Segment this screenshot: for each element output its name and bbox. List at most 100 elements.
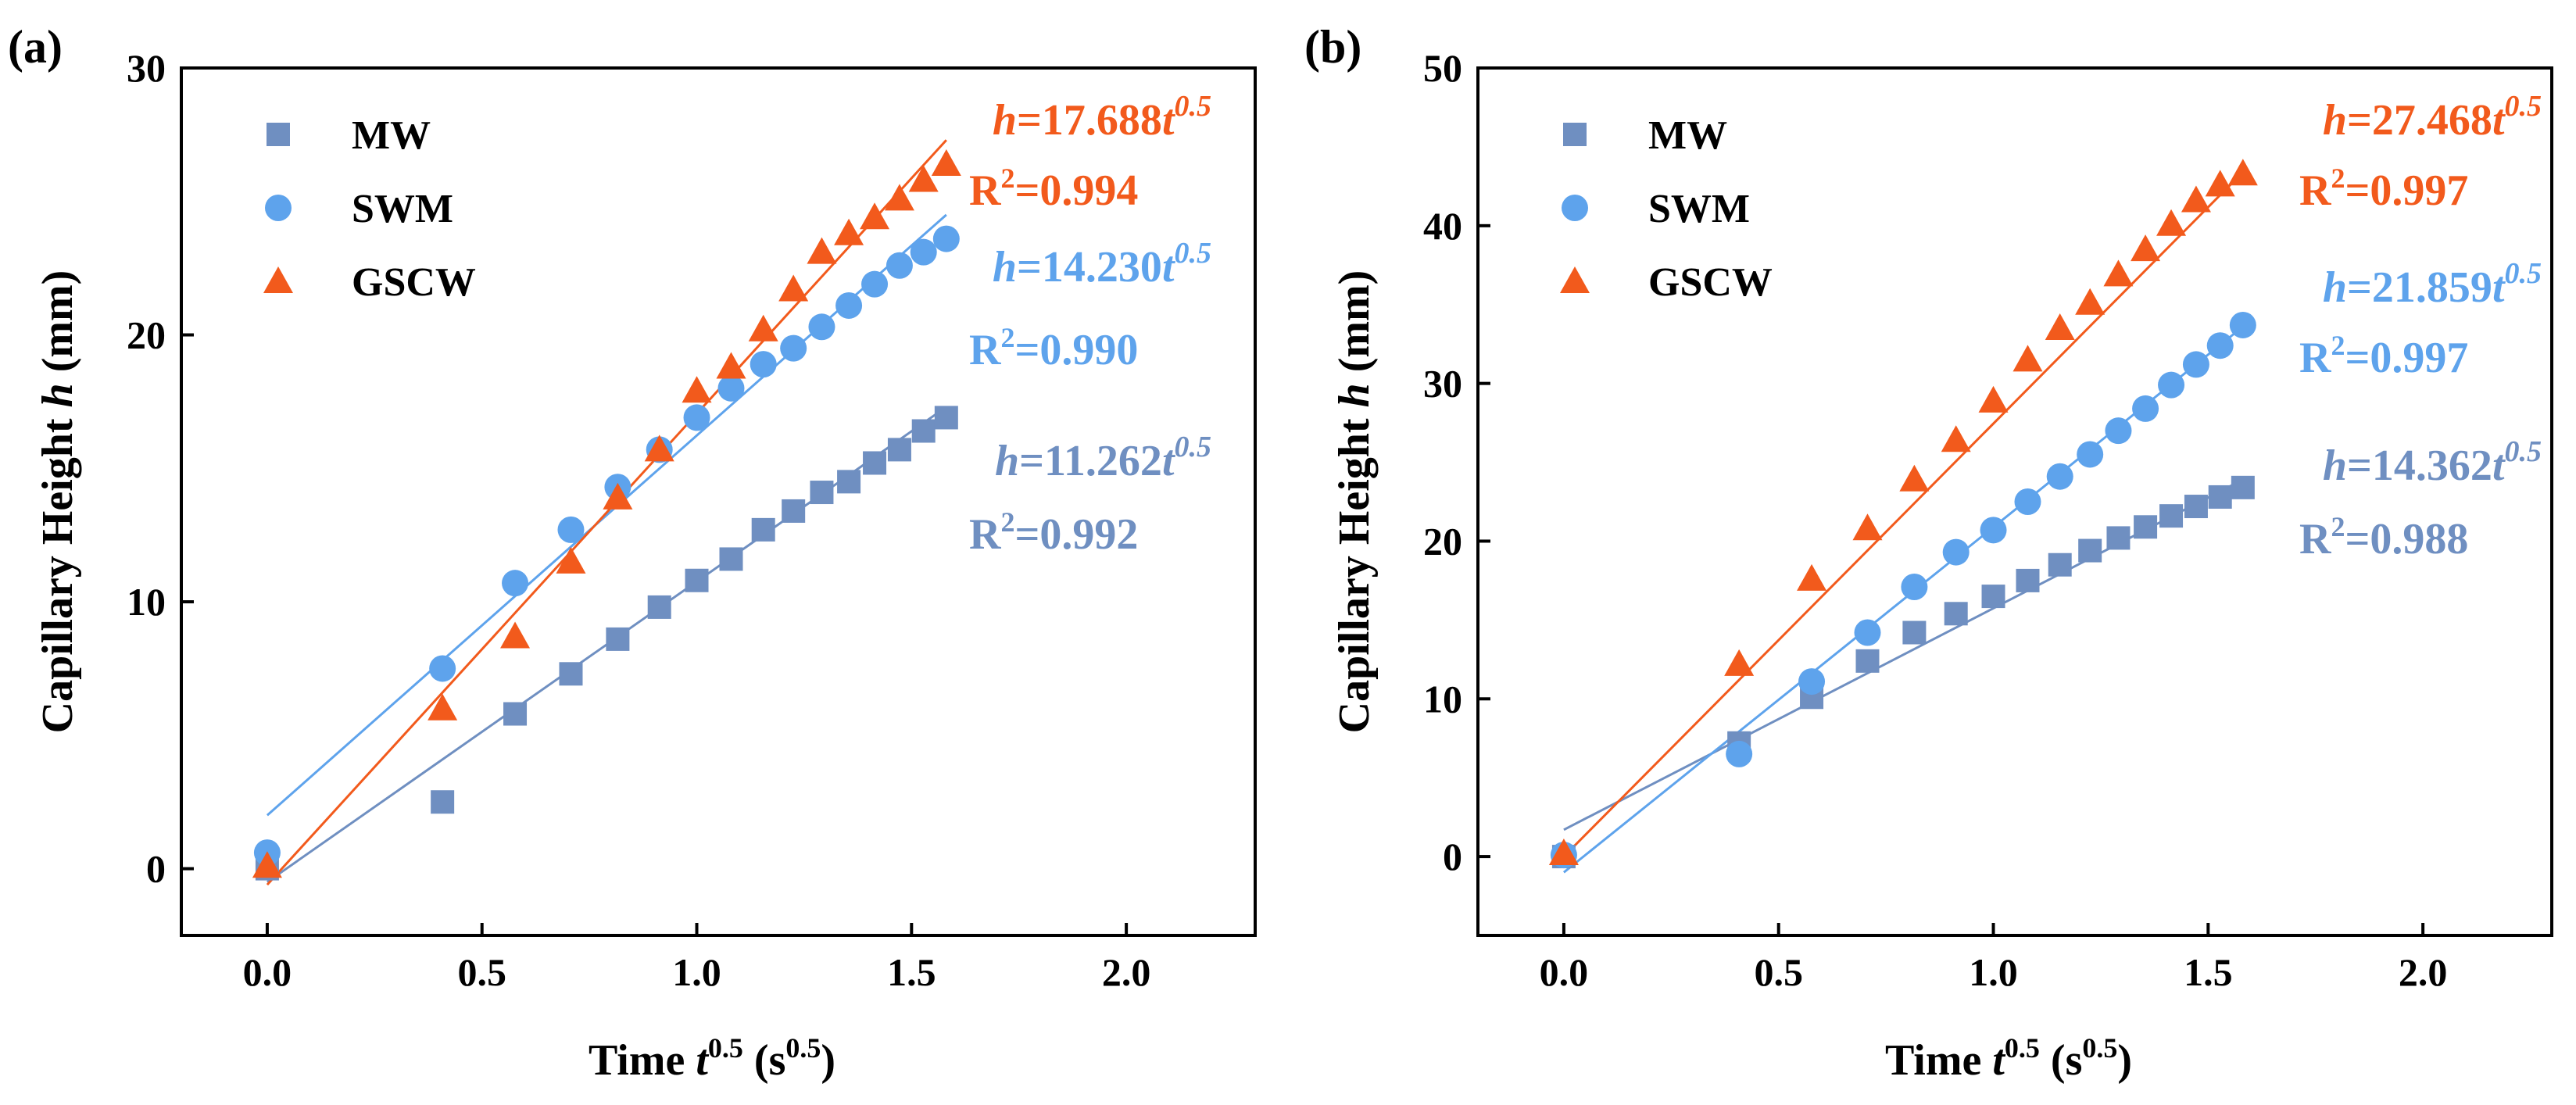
legend-label: MW — [352, 113, 431, 158]
data-point-swm — [750, 351, 777, 378]
y-axis-title-unit: (mm) — [34, 270, 82, 384]
data-point-gscw — [908, 165, 939, 192]
r-squared-sup: 2 — [2331, 330, 2345, 361]
x-tick-label: 0.0 — [243, 950, 292, 994]
data-point-gscw — [748, 314, 778, 342]
data-point-gscw — [807, 237, 837, 264]
legend-label: SWM — [1648, 187, 1750, 231]
r-squared-sup: 2 — [1000, 163, 1014, 194]
equation-var-h: h — [2323, 263, 2347, 312]
x-tick-label: 1.5 — [887, 950, 936, 994]
data-point-swm — [780, 334, 807, 362]
data-point-swm — [1980, 517, 2007, 544]
y-tick-label: 20 — [127, 313, 166, 357]
data-point-swm — [1901, 573, 1928, 600]
x-axis-title-text: Time — [1885, 1036, 1992, 1085]
legend-item-gscw: GSCW — [263, 260, 476, 305]
data-point-mw — [2078, 538, 2102, 563]
data-point-mw — [2208, 485, 2232, 509]
equation-gscw: h=27.468t0.5 — [2323, 90, 2542, 145]
y-tick-label: 10 — [1423, 677, 1462, 721]
data-point-gscw — [2103, 259, 2134, 287]
data-point-mw — [1944, 602, 1968, 626]
equation-swm: h=21.859t0.5 — [2323, 257, 2542, 312]
x-axis-title-unit-sup: 0.5 — [785, 1032, 821, 1064]
data-point-mw — [863, 451, 887, 475]
data-point-mw — [1981, 585, 2005, 609]
equation-var-t: t — [1162, 243, 1175, 291]
legend-marker-mw — [1563, 123, 1587, 146]
plot-frame — [1476, 66, 2553, 937]
data-point-gscw — [603, 482, 633, 510]
r-squared-value: =0.988 — [2345, 515, 2468, 563]
data-point-gscw — [931, 148, 961, 176]
data-point-gscw — [2205, 170, 2235, 197]
equation-coef: =14.230 — [1017, 243, 1162, 291]
equation-var-h: h — [2323, 96, 2347, 145]
data-point-swm — [2158, 371, 2185, 399]
y-axis-title-text: Capillary Height — [34, 407, 82, 733]
data-point-mw — [2134, 515, 2158, 539]
data-point-mw — [911, 419, 936, 443]
data-point-swm — [1942, 538, 1970, 566]
data-point-swm — [1726, 740, 1753, 767]
x-tick-label: 1.5 — [2184, 950, 2233, 994]
r-squared-gscw: R2=0.994 — [969, 163, 1138, 215]
r-squared-r: R — [969, 510, 1001, 559]
y-tick-label: 50 — [1423, 46, 1462, 90]
y-axis-title-var: h — [1330, 383, 1379, 407]
data-point-swm — [502, 570, 529, 597]
data-point-mw — [782, 499, 806, 523]
data-point-gscw — [2227, 159, 2258, 186]
data-point-gscw — [1548, 839, 1579, 866]
x-axis-title-unit-close: ) — [2117, 1036, 2132, 1085]
data-point-swm — [2182, 351, 2209, 378]
r-squared-value: =0.997 — [2345, 166, 2468, 215]
series-swm — [253, 225, 960, 867]
legend-item-swm: SWM — [265, 187, 453, 231]
legend-label: GSCW — [1648, 260, 1773, 305]
legend-label: MW — [1648, 113, 1727, 158]
data-point-gscw — [834, 218, 864, 245]
equation-coef: =11.262 — [1019, 437, 1162, 485]
data-point-mw — [837, 470, 861, 494]
y-tick-label: 0 — [146, 847, 166, 891]
data-point-gscw — [644, 434, 674, 462]
data-point-swm — [835, 291, 863, 319]
x-tick-label: 1.0 — [1969, 950, 2018, 994]
data-point-swm — [932, 225, 960, 252]
r-squared-value: =0.994 — [1014, 166, 1138, 215]
equation-swm: h=14.230t0.5 — [993, 237, 1211, 291]
y-tick-label: 20 — [1423, 519, 1462, 563]
y-axis-title-text: Capillary Height — [1330, 407, 1379, 733]
x-tick-label: 2.0 — [2399, 950, 2448, 994]
equation-exp: 0.5 — [2505, 257, 2542, 290]
data-point-gscw — [884, 184, 914, 211]
equation-exp: 0.5 — [1175, 90, 1212, 123]
equation-coef: =17.688 — [1017, 96, 1162, 145]
equation-var-h: h — [2323, 442, 2347, 490]
equation-var-t: t — [2492, 263, 2506, 312]
data-point-swm — [886, 252, 913, 279]
x-axis-title-unit: (s — [743, 1036, 785, 1085]
y-tick-label: 30 — [1423, 362, 1462, 406]
data-point-mw — [1902, 620, 1927, 645]
y-tick-label: 40 — [1423, 204, 1462, 248]
equation-coef: =21.859 — [2347, 263, 2492, 312]
data-point-gscw — [2045, 313, 2075, 340]
data-point-gscw — [252, 851, 282, 878]
y-axis-title-unit: (mm) — [1330, 270, 1379, 384]
y-axis-title: Capillary Height h (mm) — [34, 270, 82, 734]
equation-gscw: h=17.688t0.5 — [993, 90, 1211, 145]
y-tick-label: 0 — [1443, 835, 1462, 878]
y-tick-label: 30 — [127, 46, 166, 90]
data-point-gscw — [860, 202, 890, 230]
r-squared-r: R — [2299, 515, 2331, 563]
r-squared-sup: 2 — [1000, 322, 1014, 353]
data-point-swm — [861, 270, 889, 298]
data-point-gscw — [778, 274, 809, 302]
data-point-gscw — [500, 621, 531, 649]
data-point-mw — [2106, 526, 2131, 550]
data-point-swm — [429, 655, 456, 682]
y-axis-title: Capillary Height h (mm) — [1330, 270, 1379, 734]
